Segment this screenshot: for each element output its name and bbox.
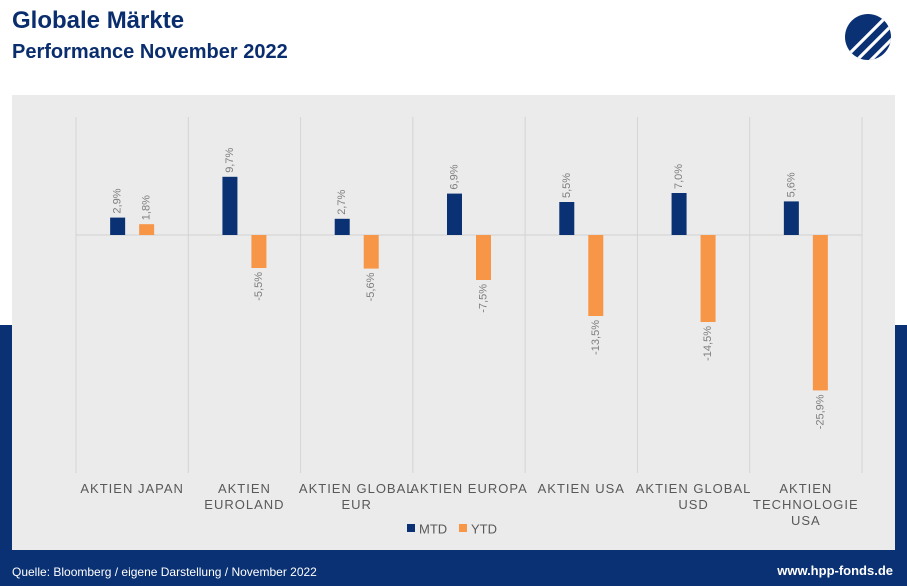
bar-ytd (588, 235, 604, 316)
data-label: -5,6% (365, 272, 377, 301)
bar-ytd (363, 235, 379, 269)
source-note: Quelle: Bloomberg / eigene Darstellung /… (12, 565, 317, 579)
data-label: -25,9% (814, 394, 826, 429)
hpp-logo-icon (845, 14, 891, 60)
category-label: AKTIEN TECHNOLOGIE USA (753, 481, 859, 528)
legend-label-mtd: MTD (419, 522, 447, 537)
category-label: AKTIEN GLOBAL EUR (299, 481, 415, 512)
data-label: 2,9% (112, 188, 124, 213)
bar-ytd (700, 235, 716, 322)
data-label: -5,5% (253, 272, 265, 301)
legend-label-ytd: YTD (471, 522, 497, 537)
legend-swatch-ytd (459, 524, 467, 532)
data-label: -14,5% (702, 326, 714, 361)
category-label: AKTIEN USA (538, 481, 625, 496)
page-title: Globale Märkte (12, 7, 185, 34)
data-label: 2,7% (336, 190, 348, 215)
data-label: -7,5% (478, 284, 490, 313)
bar-mtd (559, 202, 575, 235)
data-label: 5,6% (785, 172, 797, 197)
page-subtitle: Performance November 2022 (12, 41, 288, 63)
data-label: 5,5% (561, 173, 573, 198)
bar-mtd (671, 193, 687, 235)
chart-panel: 2,9% 9,7% 2,7% 6,9% 5,5% 7,0% 5,6% 1,8% -5,5% -5,… (12, 95, 895, 550)
bar-ytd (812, 235, 828, 391)
data-label: 6,9% (449, 164, 461, 189)
data-label: 1,8% (141, 195, 153, 220)
data-label: 9,7% (224, 148, 236, 173)
bar-chart: 2,9% 9,7% 2,7% 6,9% 5,5% 7,0% 5,6% 1,8% -5,5% -5,… (75, 117, 863, 537)
website-link[interactable]: www.hpp-fonds.de (777, 563, 893, 578)
data-label: 7,0% (673, 164, 685, 189)
legend-swatch-mtd (407, 524, 415, 532)
bar-ytd (476, 235, 491, 280)
bar-mtd (447, 193, 462, 235)
category-label: AKTIEN EUROLAND (204, 481, 284, 512)
category-label: AKTIEN JAPAN (80, 481, 184, 496)
bar-mtd (222, 176, 238, 235)
data-label: -13,5% (590, 320, 602, 355)
category-label: AKTIEN EUROPA (410, 481, 528, 496)
bar-mtd (783, 201, 799, 235)
category-label: AKTIEN GLOBAL USD (636, 481, 752, 512)
bar-ytd (251, 235, 267, 268)
bar-mtd (110, 217, 126, 235)
bar-mtd (334, 218, 350, 235)
bar-ytd (139, 224, 155, 235)
